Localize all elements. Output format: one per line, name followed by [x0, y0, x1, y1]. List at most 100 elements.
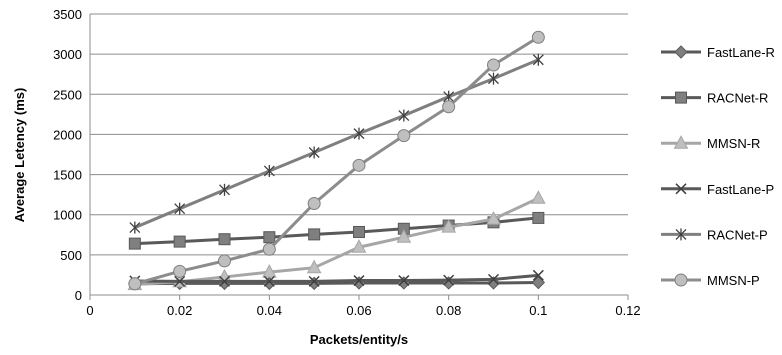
marker-stroke — [174, 275, 186, 287]
data-point-fastlane-p — [174, 275, 186, 287]
data-point-mmsn-r — [441, 219, 457, 233]
series-line-mmsn-r — [134, 196, 539, 287]
data-point-fastlane-p — [308, 275, 320, 287]
y-tick-label: 2000 — [53, 127, 82, 142]
series-line-racnet-p — [134, 58, 539, 229]
legend-label: RACNet-P — [707, 227, 768, 242]
data-point-fastlane-r — [397, 276, 411, 290]
data-point-mmsn-p — [397, 129, 411, 143]
data-point-fastlane-r — [352, 276, 366, 290]
data-point-mmsn-p — [173, 264, 187, 278]
x-tick-label: 0 — [86, 303, 93, 318]
legend-swatch-marker — [673, 135, 689, 149]
data-point-fastlane-p — [532, 269, 544, 281]
series-layer — [127, 30, 546, 291]
gridlines — [90, 13, 628, 256]
data-point-racnet-r — [173, 235, 186, 248]
marker-stroke — [675, 183, 687, 195]
y-axis-title: Average Letency (ms) — [12, 88, 27, 223]
data-point-racnet-r — [218, 233, 231, 246]
legend-swatch-marker — [675, 228, 687, 241]
series-line-mmsn-p — [134, 36, 540, 286]
marker-stroke — [487, 273, 500, 285]
data-point-mmsn-p — [487, 58, 500, 72]
x-tick-labels: 0 0.02 0.04 0.06 0.08 0.1 0.12 — [86, 303, 640, 318]
data-point-mmsn-p — [307, 196, 321, 210]
series-line-fastlane-r — [134, 281, 539, 286]
data-point-racnet-p — [398, 109, 410, 122]
data-point-fastlane-r — [262, 276, 277, 291]
y-tick-label: 3500 — [53, 7, 82, 22]
data-point-racnet-p — [532, 53, 544, 66]
legend-label: RACNet-R — [707, 91, 768, 106]
series-racnet-p — [129, 53, 544, 234]
legend-entry-fastlane-r: FastLane-R — [661, 45, 775, 60]
marker-stroke — [263, 275, 275, 287]
marker-stroke — [308, 275, 320, 287]
data-point-mmsn-r — [261, 264, 277, 278]
data-point-racnet-p — [174, 202, 186, 215]
x-tick-label: 0.12 — [615, 303, 640, 318]
data-point-fastlane-p — [398, 275, 410, 287]
data-point-mmsn-p — [352, 158, 366, 172]
y-tick-label: 1500 — [53, 168, 82, 183]
data-point-mmsn-r — [306, 259, 322, 274]
y-tick-label: 3000 — [53, 47, 82, 62]
legend-entry-mmsn-r: MMSN-R — [661, 135, 760, 151]
series-racnet-r — [128, 211, 545, 250]
data-point-fastlane-p — [353, 275, 365, 287]
x-axis-title: Packets/entity/s — [310, 332, 408, 347]
legend-entry-racnet-p: RACNet-P — [661, 227, 768, 242]
data-point-racnet-p — [129, 221, 141, 234]
y-tick-label: 0 — [75, 288, 82, 303]
data-point-mmsn-p — [442, 100, 456, 114]
data-point-fastlane-p — [487, 273, 500, 285]
legend-swatch-marker — [674, 45, 688, 59]
data-point-racnet-r — [308, 228, 321, 241]
series-mmsn-r — [127, 190, 546, 291]
data-point-racnet-r — [353, 225, 365, 238]
x-tick-label: 0.06 — [346, 303, 371, 318]
marker-stroke — [398, 275, 410, 287]
data-point-mmsn-r — [530, 190, 546, 204]
data-point-mmsn-p — [531, 30, 545, 44]
data-point-racnet-p — [308, 146, 320, 159]
data-point-mmsn-p — [128, 277, 142, 291]
x-tick-label: 0.08 — [436, 303, 461, 318]
legend-label: FastLane-P — [707, 182, 774, 197]
x-tick-label: 0.02 — [167, 303, 192, 318]
legend-entry-mmsn-p: MMSN-P — [661, 273, 760, 288]
legend-label: MMSN-P — [707, 273, 760, 288]
legend-entry-fastlane-p: FastLane-P — [661, 182, 774, 197]
data-point-fastlane-r — [531, 275, 546, 290]
data-point-mmsn-r — [351, 239, 367, 253]
data-point-mmsn-r — [396, 229, 412, 243]
y-tick-label: 500 — [60, 248, 82, 263]
legend-swatch-marker — [674, 273, 688, 287]
data-point-fastlane-p — [263, 275, 275, 287]
data-point-racnet-p — [353, 127, 365, 140]
legend: FastLane-R RACNet-R MMSN-R FastLane-P RACNet… — [661, 45, 775, 288]
marker-stroke — [443, 274, 455, 286]
data-point-mmsn-p — [262, 242, 276, 256]
legend-swatch-marker — [675, 183, 687, 195]
data-point-mmsn-r — [486, 211, 501, 225]
data-point-fastlane-r — [307, 276, 321, 291]
marker-stroke — [353, 275, 365, 287]
y-tick-label: 1000 — [53, 208, 82, 223]
x-tick-label: 0.04 — [257, 303, 282, 318]
y-tick-label: 2500 — [53, 87, 82, 102]
data-point-fastlane-p — [443, 274, 455, 286]
x-tick-label: 0.1 — [529, 303, 547, 318]
data-point-racnet-r — [128, 237, 141, 250]
data-point-racnet-p — [263, 164, 275, 177]
data-point-racnet-r — [263, 231, 276, 244]
data-point-fastlane-p — [218, 275, 231, 287]
legend-swatch-marker — [675, 91, 687, 104]
data-point-racnet-p — [488, 72, 499, 85]
legend-entry-racnet-r: RACNet-R — [661, 91, 768, 106]
legend-label: MMSN-R — [707, 136, 760, 151]
data-point-racnet-r — [532, 211, 545, 224]
data-point-racnet-p — [219, 183, 230, 196]
